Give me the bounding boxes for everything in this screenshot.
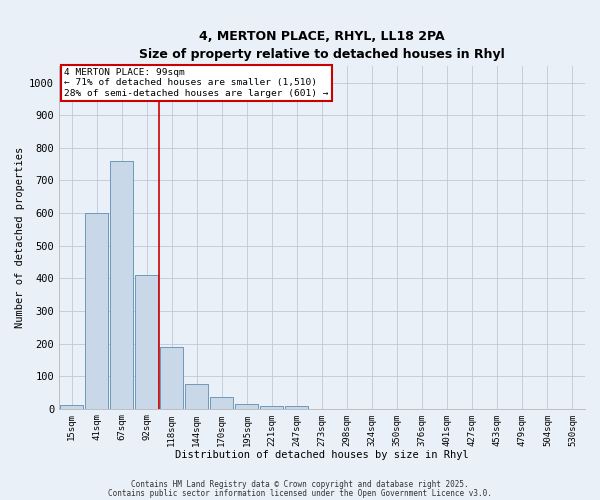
Text: Contains public sector information licensed under the Open Government Licence v3: Contains public sector information licen…: [108, 488, 492, 498]
Bar: [235, 404, 259, 408]
X-axis label: Distribution of detached houses by size in Rhyl: Distribution of detached houses by size …: [175, 450, 469, 460]
Bar: [185, 384, 208, 408]
Text: 4 MERTON PLACE: 99sqm
← 71% of detached houses are smaller (1,510)
28% of semi-d: 4 MERTON PLACE: 99sqm ← 71% of detached …: [64, 68, 329, 98]
Bar: [110, 161, 133, 408]
Text: Contains HM Land Registry data © Crown copyright and database right 2025.: Contains HM Land Registry data © Crown c…: [131, 480, 469, 489]
Bar: [85, 213, 108, 408]
Bar: [60, 406, 83, 408]
Title: 4, MERTON PLACE, RHYL, LL18 2PA
Size of property relative to detached houses in : 4, MERTON PLACE, RHYL, LL18 2PA Size of …: [139, 30, 505, 61]
Bar: [160, 347, 183, 408]
Bar: [286, 406, 308, 408]
Bar: [211, 398, 233, 408]
Bar: [260, 406, 283, 408]
Bar: [135, 275, 158, 408]
Y-axis label: Number of detached properties: Number of detached properties: [15, 147, 25, 328]
